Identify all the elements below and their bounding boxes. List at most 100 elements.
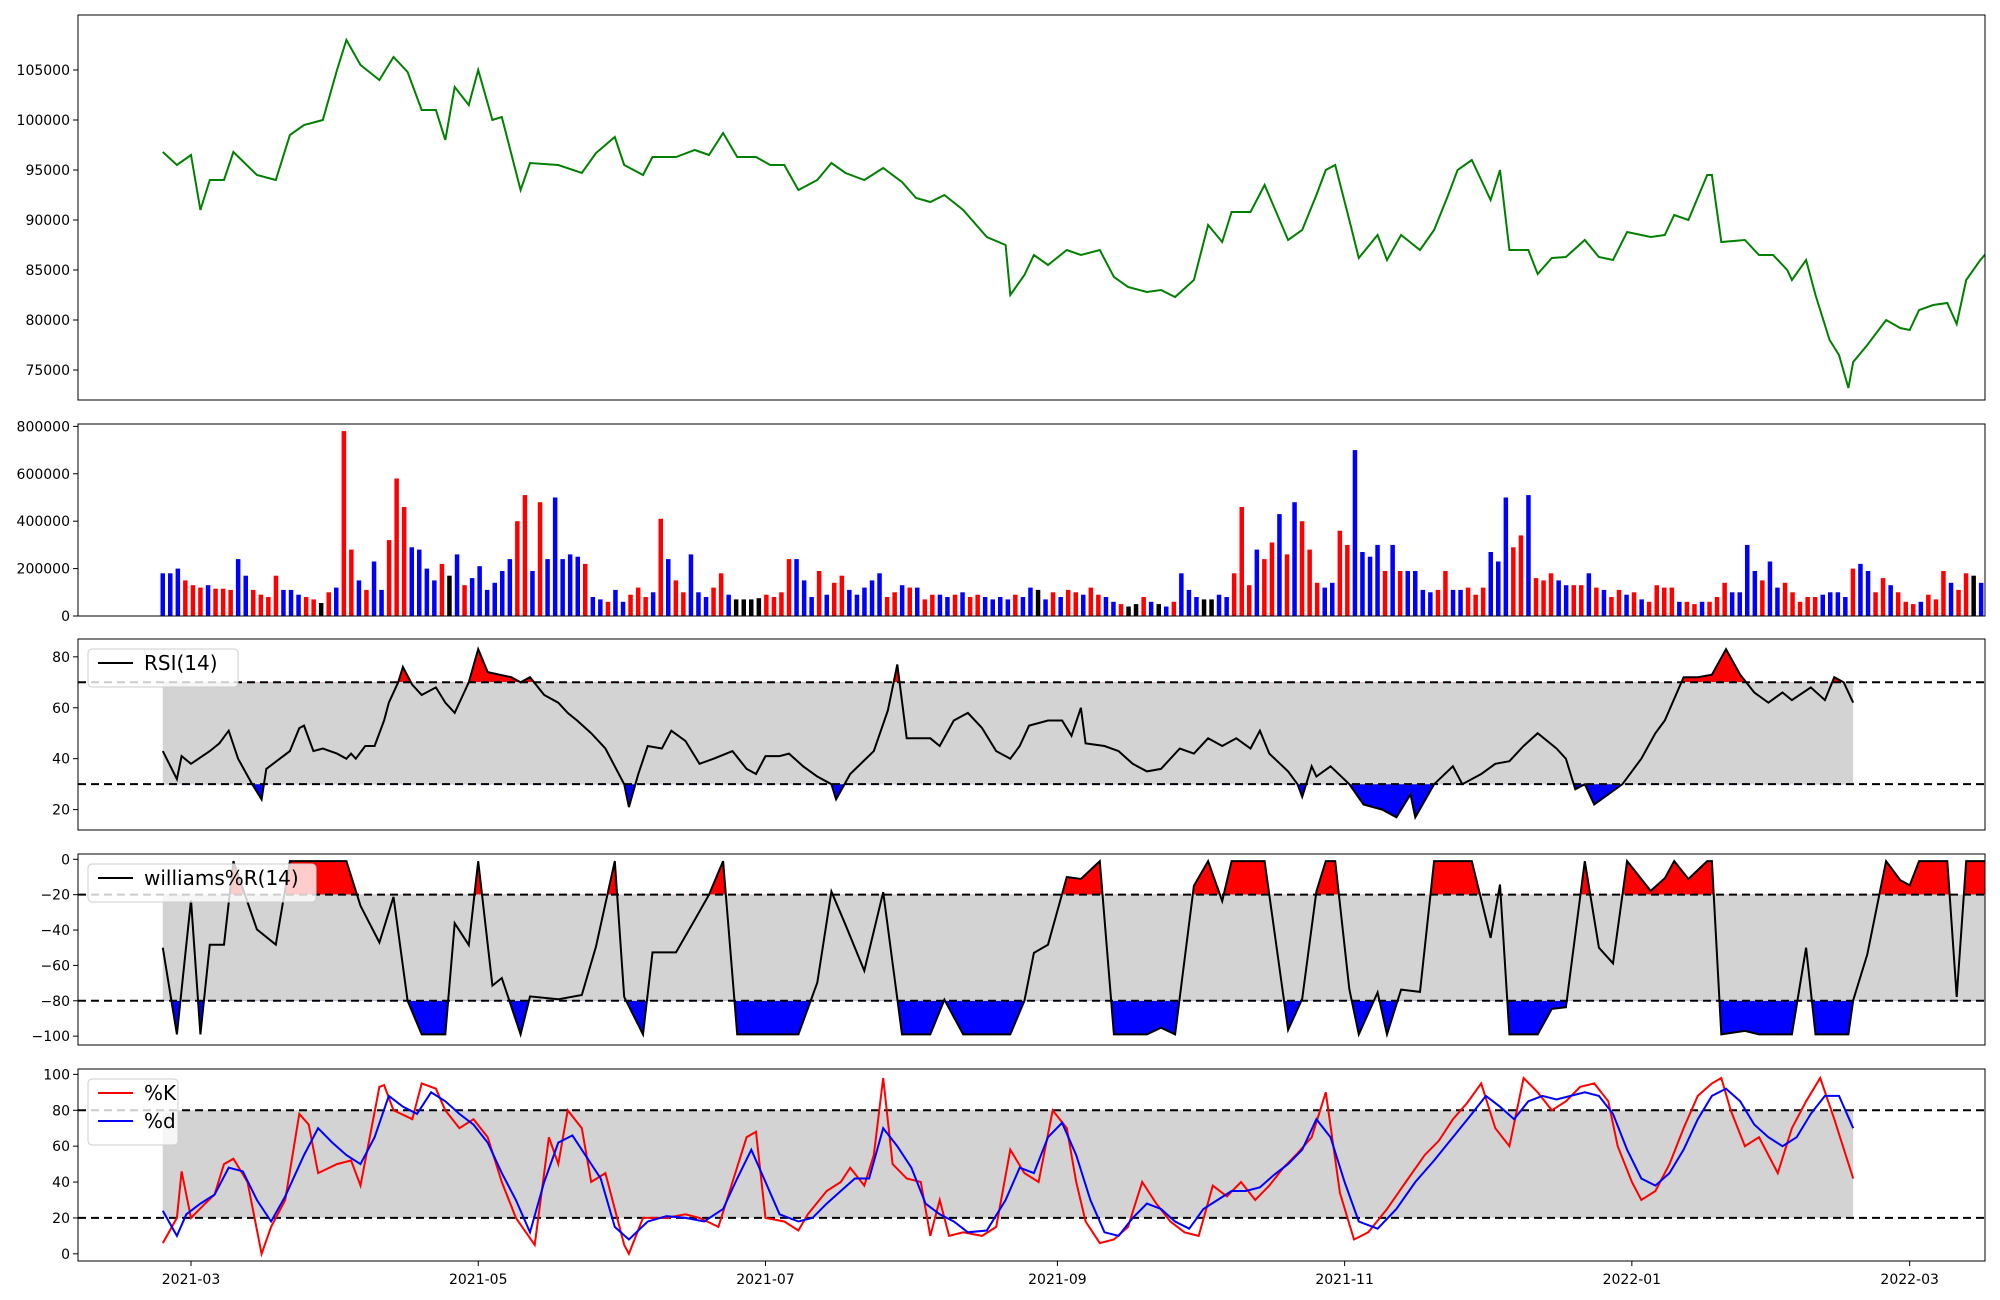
stochastic-ytick-label: 60 — [52, 1139, 70, 1155]
volume-bar — [243, 575, 248, 616]
rsi-overbought-area — [162, 649, 1854, 683]
volume-bar — [1978, 582, 1984, 616]
rsi-overlay: 20 40 60 80 RSI(14) — [52, 638, 1986, 831]
price-axes: 75000 80000 85000 90000 95000 100000 105000 — [17, 14, 1986, 401]
volume-bar — [1609, 597, 1614, 616]
volume-bar — [922, 599, 928, 616]
volume-bar — [884, 597, 890, 616]
stochastic-legend-label: %K — [144, 1081, 177, 1105]
volume-bar — [545, 559, 550, 616]
volume-bar — [1873, 592, 1878, 616]
volume-bar — [643, 597, 648, 616]
volume-bar — [1775, 587, 1780, 616]
volume-bar — [1579, 585, 1584, 616]
volume-bar — [1314, 582, 1320, 616]
volume-bar — [877, 573, 882, 616]
volume-bar — [1790, 592, 1795, 616]
volume-bar — [1518, 535, 1524, 616]
volume-bar — [771, 597, 777, 616]
stochastic-axes: 0 20 40 60 80 100 %K %d 2021-03 2021-05 2021-07 202… — [43, 1067, 1986, 1288]
volume-bar — [635, 587, 641, 616]
volume-bar — [1269, 542, 1275, 616]
volume-bar — [1443, 571, 1448, 616]
volume-bar — [1352, 450, 1358, 616]
volume-bar — [1820, 594, 1825, 616]
stochastic-plot-area — [78, 1075, 1985, 1258]
volume-bar — [1390, 544, 1395, 616]
volume-bar — [273, 575, 279, 616]
volume-bar — [703, 597, 709, 616]
volume-bar — [605, 601, 611, 616]
volume-bar — [1699, 601, 1705, 616]
volume-bar — [281, 589, 286, 616]
volume-bar — [205, 585, 211, 616]
volume-bar — [1707, 601, 1712, 616]
volume-bar — [726, 594, 731, 616]
volume-bar — [1722, 582, 1727, 616]
volume-bar — [1284, 554, 1290, 616]
volume-bar — [213, 588, 218, 616]
volume-bar — [620, 601, 626, 616]
volume-bar — [424, 568, 430, 616]
volume-bar — [1858, 563, 1863, 616]
volume-bar — [990, 599, 995, 616]
volume-bar — [794, 559, 799, 616]
volume-bar — [1096, 594, 1101, 616]
volume-bar — [1767, 561, 1773, 616]
price-ytick-label: 80000 — [25, 313, 70, 329]
volume-bar — [1156, 604, 1161, 616]
volume-bar — [1428, 592, 1433, 616]
volume-ytick-label: 400000 — [17, 514, 70, 530]
volume-bar — [1126, 606, 1131, 616]
stochastic-legend-box — [87, 1078, 179, 1146]
volume-bar — [1933, 599, 1939, 616]
x-tick-label: 2021-07 — [736, 1272, 795, 1288]
rsi-ytick-label: 20 — [52, 803, 70, 819]
volume-bar — [1254, 549, 1260, 616]
volume-bar — [862, 587, 867, 616]
volume-bar — [756, 598, 762, 616]
x-tick-label: 2021-09 — [1028, 1272, 1087, 1288]
volume-bar — [386, 540, 392, 616]
volume-bar — [1987, 585, 1992, 616]
volume-bar — [907, 587, 912, 616]
williams-ytick-label: −100 — [32, 1029, 70, 1045]
volume-bar — [296, 594, 301, 616]
volume-bar — [650, 592, 656, 616]
rsi-legend-label: RSI(14) — [144, 651, 218, 675]
stochastic-overlay: 0 20 40 60 80 100 %K %d 2021-03 2021-05 2021-07 202… — [43, 1067, 1986, 1288]
volume-bar — [1526, 495, 1531, 616]
volume-plot-area — [160, 431, 1992, 616]
volume-bar — [952, 594, 958, 616]
volume-bar — [930, 594, 935, 616]
volume-bar — [356, 580, 362, 616]
rsi-axes: 20 40 60 80 RSI(14) — [52, 638, 1986, 831]
price-frame — [77, 14, 1986, 401]
volume-bar — [1496, 561, 1501, 616]
volume-bar — [349, 549, 354, 616]
volume-bar — [1073, 592, 1078, 616]
volume-bar — [1216, 594, 1222, 616]
volume-bar — [1563, 585, 1569, 616]
volume-bar — [1141, 597, 1146, 616]
volume-bar — [1571, 585, 1576, 616]
price-ytick-label: 95000 — [25, 163, 70, 179]
volume-bar — [1413, 571, 1418, 616]
x-tick-label: 2021-03 — [162, 1272, 221, 1288]
volume-bar — [696, 592, 701, 616]
volume-bar — [1918, 601, 1924, 616]
williams-ytick-label: −40 — [40, 923, 70, 939]
volume-bar — [1865, 571, 1871, 616]
williams-overbought-area — [229, 861, 1985, 895]
volume-bar — [364, 589, 369, 616]
volume-bar — [183, 580, 188, 616]
volume-bar — [1367, 556, 1373, 616]
volume-bar — [1624, 594, 1629, 616]
volume-bar — [1473, 594, 1478, 616]
volume-bar — [1541, 580, 1546, 616]
volume-bar — [522, 495, 528, 616]
volume-bar — [500, 571, 505, 616]
volume-bar — [1330, 582, 1335, 616]
williams-ytick-label: −60 — [40, 958, 70, 974]
volume-bar — [982, 597, 988, 616]
